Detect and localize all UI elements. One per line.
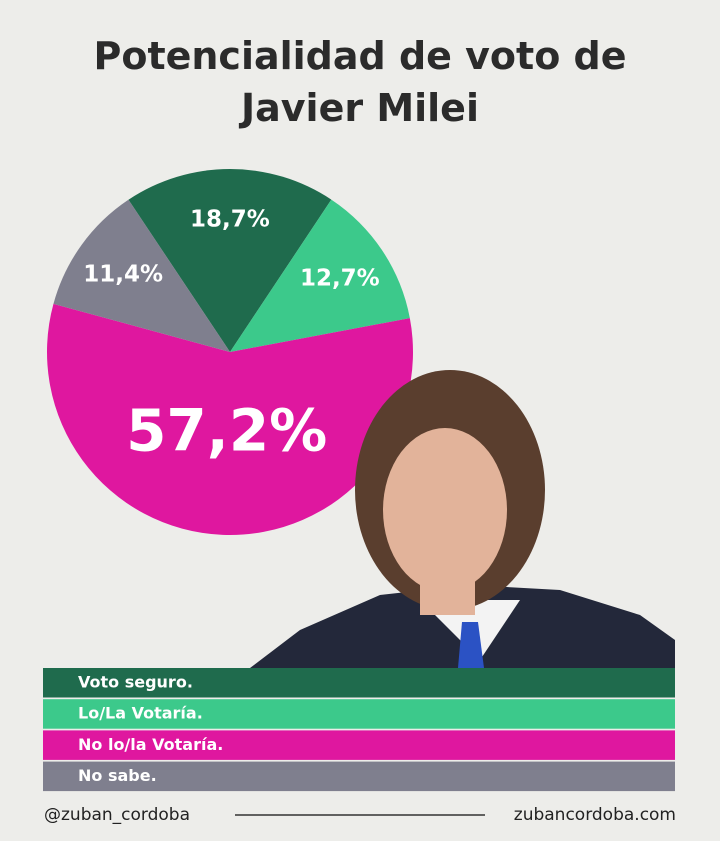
value-label: 57,2% <box>126 396 327 464</box>
value-label: 11,4% <box>83 261 163 287</box>
legend-swatch <box>43 730 675 760</box>
legend-label: No sabe. <box>78 766 157 785</box>
legend: Voto seguro. Lo/La Votaría. No lo/la Votar… <box>43 668 675 792</box>
value-label: 12,7% <box>300 266 380 292</box>
legend-label: Lo/La Votaría. <box>78 704 203 723</box>
chart-title: Potencialidad de voto de Javier Milei <box>93 34 627 130</box>
legend-swatch <box>43 668 675 698</box>
website: zubancordoba.com <box>514 805 676 825</box>
pie: 18,7% 12,7% 57,2% 11,4% <box>46 169 413 536</box>
legend-label: Voto seguro. <box>78 673 193 692</box>
pie-slice <box>128 169 332 352</box>
value-label: 18,7% <box>190 207 270 233</box>
legend-label: No lo/la Votaría. <box>78 735 223 754</box>
legend-swatch <box>43 761 675 792</box>
pie-slice <box>230 199 410 352</box>
pie-slice <box>46 303 413 536</box>
pie-slice <box>53 199 230 352</box>
photo-placeholder <box>250 370 675 668</box>
legend-swatch <box>43 699 675 729</box>
source-handle: @zuban_cordoba <box>44 805 190 825</box>
